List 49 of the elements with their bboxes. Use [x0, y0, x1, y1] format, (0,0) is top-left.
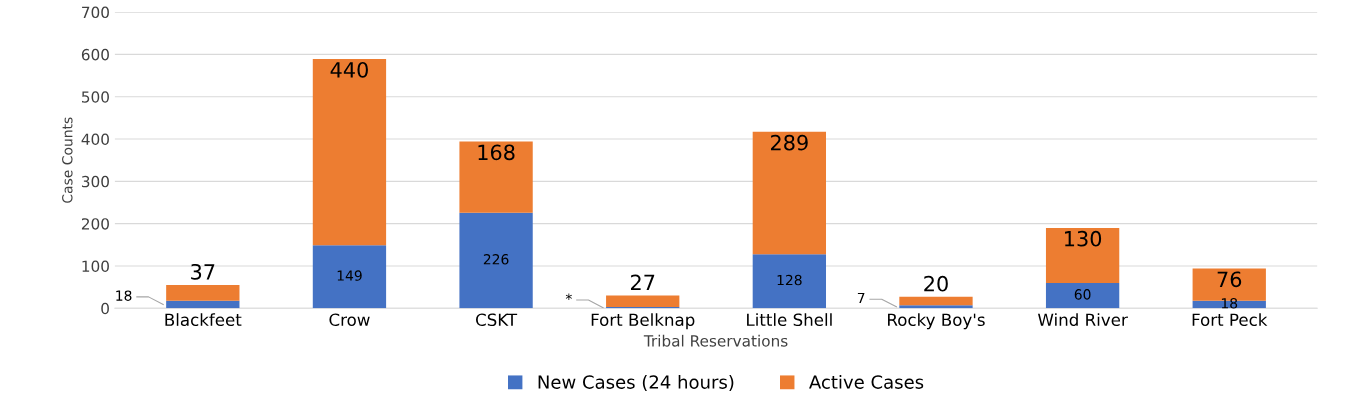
- y-tick-label: 500: [81, 91, 109, 103]
- data-label: 18: [1221, 298, 1238, 309]
- bar: [752, 254, 826, 309]
- x-tick-label: Fort Belknap: [591, 313, 695, 330]
- bar: [752, 131, 826, 255]
- data-label: 149: [337, 270, 362, 281]
- data-label: *: [565, 293, 572, 300]
- data-label: 168: [478, 144, 515, 161]
- y-tick-label: 400: [81, 133, 109, 146]
- bar: [459, 212, 533, 309]
- y-tick-label: 600: [81, 48, 109, 61]
- data-label: 130: [1065, 230, 1102, 247]
- data-label: 440: [330, 61, 368, 78]
- data-label: 27: [630, 274, 655, 290]
- data-label: 226: [483, 254, 509, 265]
- bar: [899, 305, 973, 309]
- y-tick-label: 300: [81, 175, 109, 188]
- legend-label: New Cases (24 hours): [538, 374, 734, 391]
- data-label: 128: [777, 274, 802, 286]
- x-tick-label: Crow: [329, 313, 370, 327]
- bar: [459, 141, 533, 213]
- data-label: 76: [1217, 271, 1242, 288]
- y-tick-label: 100: [82, 260, 109, 272]
- data-label: 20: [924, 275, 948, 292]
- x-tick-label: Wind River: [1037, 313, 1128, 327]
- data-label: 60: [1074, 289, 1091, 300]
- x-tick-label: Blackfeet: [165, 313, 242, 327]
- bar: [606, 295, 680, 308]
- bar: [1045, 227, 1120, 283]
- legend-label: Active Cases: [809, 374, 924, 389]
- x-tick-label: Little Shell: [747, 313, 832, 327]
- data-label: 18: [116, 290, 132, 301]
- x-axis-title: Tribal Reservations: [643, 334, 788, 347]
- data-label: 37: [191, 263, 215, 280]
- bar: [1045, 282, 1120, 309]
- y-tick-label: 200: [81, 218, 109, 230]
- bar: [166, 300, 240, 309]
- y-tick-label: 0: [101, 302, 109, 315]
- data-label: 7: [857, 292, 865, 304]
- x-tick-label: Fort Peck: [1192, 313, 1268, 327]
- y-tick-label: 700: [82, 6, 109, 19]
- x-tick-label: Rocky Boy's: [888, 313, 985, 330]
- bar: [899, 296, 973, 306]
- x-tick-label: CSKT: [476, 313, 518, 327]
- y-axis-title: Case Counts: [62, 117, 73, 203]
- bar: [312, 245, 387, 309]
- bar: [166, 285, 240, 301]
- data-label: 289: [770, 134, 808, 151]
- bar: [312, 59, 387, 246]
